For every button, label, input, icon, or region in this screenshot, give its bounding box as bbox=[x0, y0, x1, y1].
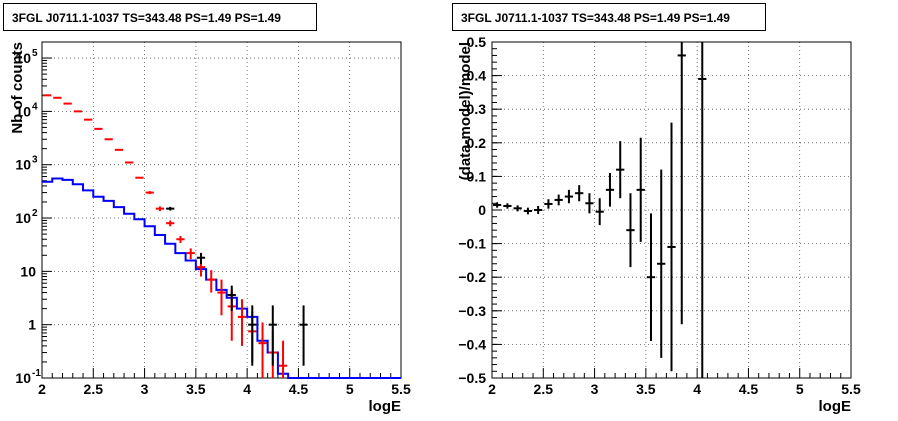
y-tick-exponent: 3 bbox=[32, 155, 38, 166]
x-axis-label: logE bbox=[369, 398, 402, 415]
y-tick-label-group: 10 2 bbox=[15, 208, 38, 226]
x-tick-label: 3.5 bbox=[186, 381, 206, 397]
y-tick-label: 0.2 bbox=[467, 135, 487, 151]
y-tick-label: −0.2 bbox=[458, 269, 486, 285]
y-tick-label: 10 bbox=[15, 103, 31, 119]
model-histogram-line bbox=[42, 177, 401, 379]
y-tick-label: 10 bbox=[15, 370, 31, 386]
y-tick-label-group: 10 bbox=[20, 263, 36, 279]
y-tick-label: 0.4 bbox=[467, 68, 487, 84]
y-tick-label: −0.4 bbox=[458, 336, 486, 352]
y-tick-exponent: -1 bbox=[32, 368, 41, 379]
x-tick-label: 5 bbox=[796, 381, 804, 397]
y-tick-label-group: 1 bbox=[28, 317, 36, 333]
left-chart-title: 3FGL J0711.1-1037 TS=343.48 PS=1.49 PS=1… bbox=[3, 3, 317, 31]
right-chart-title: 3FGL J0711.1-1037 TS=343.48 PS=1.49 PS=1… bbox=[452, 3, 766, 31]
x-tick-label: 3 bbox=[141, 381, 149, 397]
y-tick-label: 10 bbox=[20, 263, 36, 279]
y-axis-label: Nb of counts bbox=[9, 42, 26, 134]
y-tick-label-group: 10 4 bbox=[15, 101, 38, 119]
y-tick-label: −0.5 bbox=[458, 370, 486, 386]
x-axis-label: logE bbox=[819, 398, 852, 415]
y-axis-label: (data-model)/model bbox=[457, 42, 474, 180]
y-tick-label: 1 bbox=[28, 317, 36, 333]
x-tick-label: 2.5 bbox=[84, 381, 104, 397]
x-tick-label: 5.5 bbox=[841, 381, 861, 397]
y-tick-label: 0 bbox=[478, 202, 486, 218]
y-tick-label: −0.1 bbox=[458, 236, 486, 252]
y-tick-exponent: 5 bbox=[32, 48, 38, 59]
x-tick-label: 2.5 bbox=[534, 381, 554, 397]
y-tick-label-group: 10 3 bbox=[15, 155, 38, 173]
y-tick-label-group: 10 -1 bbox=[15, 368, 41, 386]
y-tick-label: 10 bbox=[15, 157, 31, 173]
y-tick-label: 0.3 bbox=[467, 101, 487, 117]
y-tick-label: 0.5 bbox=[467, 34, 487, 50]
y-tick-label: 0.1 bbox=[467, 168, 487, 184]
x-tick-label: 4.5 bbox=[289, 381, 309, 397]
y-tick-label: 10 bbox=[15, 210, 31, 226]
x-tick-label: 3.5 bbox=[636, 381, 656, 397]
x-tick-label: 2 bbox=[488, 381, 496, 397]
y-tick-label: 10 bbox=[15, 50, 31, 66]
x-tick-label: 5.5 bbox=[391, 381, 411, 397]
x-tick-label: 4.5 bbox=[739, 381, 759, 397]
x-tick-label: 4 bbox=[693, 381, 701, 397]
plot-frame bbox=[41, 41, 402, 379]
x-tick-label: 2 bbox=[38, 381, 46, 397]
x-tick-label: 4 bbox=[243, 381, 251, 397]
y-tick-exponent: 2 bbox=[32, 208, 38, 219]
y-tick-label: −0.3 bbox=[458, 303, 486, 319]
y-tick-exponent: 4 bbox=[32, 101, 38, 112]
x-tick-label: 5 bbox=[346, 381, 354, 397]
x-tick-label: 3 bbox=[591, 381, 599, 397]
y-tick-label-group: 10 5 bbox=[15, 48, 38, 66]
